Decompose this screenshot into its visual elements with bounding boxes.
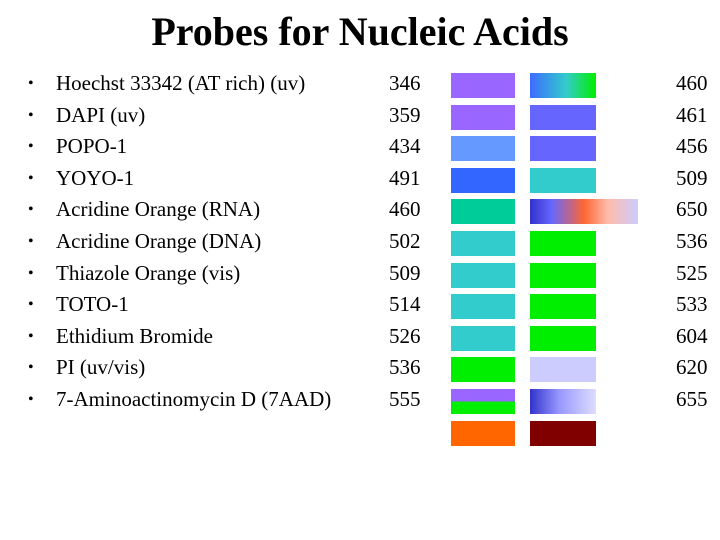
excitation-value: 346 — [389, 71, 421, 95]
bullet: • — [28, 106, 34, 124]
probe-row: • YOYO-1 491 509 — [0, 165, 720, 197]
probe-name: Ethidium Bromide — [56, 323, 213, 348]
bullet: • — [28, 233, 34, 250]
excitation-value: 509 — [389, 260, 421, 285]
bullet: • — [28, 169, 34, 187]
emission-swatch — [530, 231, 596, 256]
excitation-swatch — [451, 231, 515, 256]
excitation-value: 460 — [389, 197, 421, 222]
probe-name: Thiazole Orange (vis) — [56, 260, 241, 285]
emission-value: 461 — [676, 102, 708, 127]
excitation-swatch — [451, 104, 515, 130]
extra-emission-swatch — [530, 420, 596, 446]
bullet: • — [28, 391, 34, 408]
probe-name: Acridine Orange (RNA) — [56, 197, 261, 222]
probe-row: • Acridine Orange (RNA) 460 650 — [0, 196, 720, 228]
excitation-value: 514 — [389, 292, 421, 317]
extra-excitation-swatch — [451, 420, 515, 446]
emission-swatch — [530, 167, 596, 193]
probe-row: • 7-Aminoactinomycin D (7AAD) 555 655 — [0, 386, 720, 418]
emission-value: 655 — [676, 387, 708, 411]
probe-name: DAPI (uv) — [56, 102, 146, 127]
emission-value: 460 — [676, 71, 708, 95]
excitation-swatch — [451, 294, 515, 320]
bullet: • — [28, 359, 34, 377]
emission-swatch — [530, 389, 596, 414]
probe-row: • Hoechst 33342 (AT rich) (uv) 346 460 — [0, 70, 720, 102]
emission-swatch — [530, 262, 596, 288]
bullet: • — [28, 296, 34, 314]
slide-title: Probes for Nucleic Acids — [151, 9, 569, 54]
emission-swatch — [530, 104, 596, 130]
probe-name: Acridine Orange (DNA) — [56, 229, 262, 253]
emission-swatch — [530, 136, 596, 162]
emission-value: 650 — [676, 197, 708, 222]
probe-row: • POPO-1 434 456 — [0, 133, 720, 165]
emission-value: 533 — [676, 292, 708, 317]
emission-value: 536 — [676, 229, 708, 253]
bullet: • — [28, 327, 34, 345]
bullet: • — [28, 75, 34, 92]
bullet: • — [28, 138, 34, 156]
excitation-swatch — [451, 357, 515, 383]
probe-name: YOYO-1 — [56, 165, 135, 190]
emission-swatch — [530, 325, 596, 351]
excitation-value: 359 — [389, 102, 421, 127]
probe-name: POPO-1 — [56, 134, 128, 159]
emission-value: 604 — [676, 323, 708, 348]
emission-swatch — [530, 73, 596, 98]
probe-name: 7-Aminoactinomycin D (7AAD) — [56, 387, 332, 411]
probe-row: • Ethidium Bromide 526 604 — [0, 323, 720, 355]
probe-row: • Thiazole Orange (vis) 509 525 — [0, 260, 720, 292]
excitation-swatch — [451, 167, 515, 193]
probe-row: • Acridine Orange (DNA) 502 536 — [0, 228, 720, 260]
excitation-value: 536 — [389, 355, 421, 380]
excitation-swatch — [451, 199, 515, 225]
excitation-swatch — [451, 136, 515, 162]
excitation-swatch — [451, 389, 515, 414]
excitation-value: 491 — [389, 165, 421, 190]
emission-value: 456 — [676, 134, 708, 159]
probe-row: • DAPI (uv) 359 461 — [0, 102, 720, 134]
excitation-value: 555 — [389, 387, 421, 411]
probe-name: Hoechst 33342 (AT rich) (uv) — [56, 71, 306, 95]
emission-swatch — [530, 199, 638, 225]
excitation-value: 502 — [389, 229, 421, 253]
probe-name: PI (uv/vis) — [56, 355, 146, 380]
emission-value: 525 — [676, 260, 708, 285]
bullet: • — [28, 201, 34, 219]
excitation-value: 434 — [389, 134, 421, 159]
probe-row: • TOTO-1 514 533 — [0, 291, 720, 323]
excitation-swatch — [451, 325, 515, 351]
excitation-swatch — [451, 73, 515, 98]
emission-value: 509 — [676, 165, 708, 190]
bullet: • — [28, 264, 34, 282]
probe-name: TOTO-1 — [56, 292, 129, 317]
probe-row: • PI (uv/vis) 536 620 — [0, 354, 720, 386]
excitation-value: 526 — [389, 323, 421, 348]
emission-swatch — [530, 294, 596, 320]
emission-value: 620 — [676, 355, 708, 380]
excitation-swatch — [451, 262, 515, 288]
emission-swatch — [530, 357, 596, 383]
